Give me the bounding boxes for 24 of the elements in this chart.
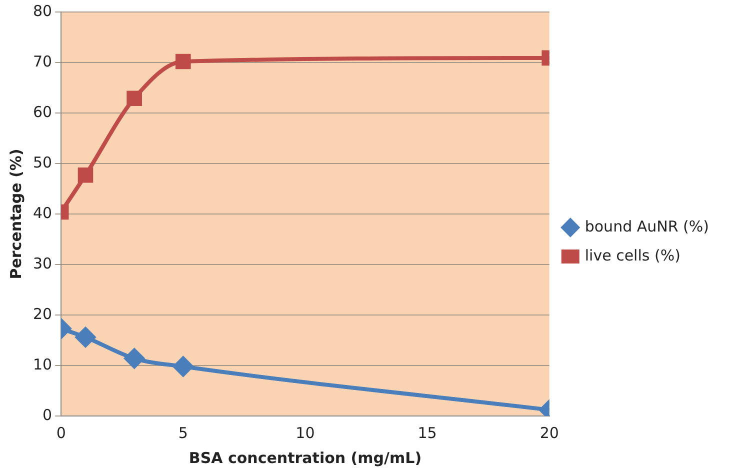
x-tick-label: 20 xyxy=(540,424,559,442)
x-axis-title: BSA concentration (mg/mL) xyxy=(188,448,422,467)
y-tick-label: 0 xyxy=(42,406,52,424)
legend-label: bound AuNR (%) xyxy=(584,217,709,236)
y-tick-label: 10 xyxy=(32,355,52,374)
x-tick-label: 15 xyxy=(418,424,437,442)
point xyxy=(126,90,142,106)
x-tick-label: 5 xyxy=(178,424,188,442)
y-tick-label: 20 xyxy=(32,304,52,323)
point xyxy=(124,348,144,368)
point xyxy=(173,356,194,377)
y-axis-title: Percentage (%) xyxy=(6,148,25,280)
x-tick-label: 10 xyxy=(296,424,315,442)
point xyxy=(176,54,191,70)
point xyxy=(78,167,94,183)
y-tick-label: 70 xyxy=(32,52,52,70)
y-tick-label: 60 xyxy=(32,102,52,121)
x-tick-label: 0 xyxy=(56,424,66,442)
y-tick-label: 40 xyxy=(32,204,52,222)
y-tick-label: 80 xyxy=(32,2,52,20)
legend-label: live cells (%) xyxy=(584,246,680,264)
y-tick-label: 50 xyxy=(32,153,52,172)
y-tick-label: 30 xyxy=(32,254,52,272)
point xyxy=(76,327,96,348)
